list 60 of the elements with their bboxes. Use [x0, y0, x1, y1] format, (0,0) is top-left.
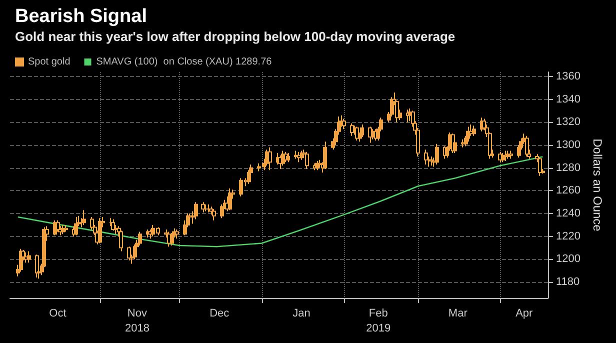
candlestick	[239, 178, 243, 197]
candlestick	[297, 151, 301, 163]
y-tick-label: 1320	[556, 116, 580, 128]
candlestick	[207, 204, 211, 213]
candlestick	[268, 146, 272, 171]
chart-title: Bearish Signal	[15, 6, 147, 27]
candlestick	[111, 218, 115, 232]
candlestick	[278, 154, 282, 170]
candlestick	[201, 202, 205, 213]
y-tick-label: 1220	[556, 230, 580, 242]
candlestick	[461, 138, 465, 148]
candlestick	[212, 208, 216, 221]
candlestick	[525, 135, 529, 157]
y-axis-title: Dollars an Ounce	[590, 138, 604, 232]
line-series	[17, 156, 544, 248]
x-tick-label: Nov 2018	[124, 308, 150, 334]
x-tick-label: Dec	[210, 308, 230, 320]
candlestick	[472, 125, 476, 136]
candlestick	[294, 150, 298, 160]
candlestick	[138, 231, 142, 246]
candlestick	[281, 150, 285, 166]
candlestick	[109, 218, 113, 227]
y-tick-label: 1360	[556, 70, 580, 83]
candlestick	[148, 229, 152, 240]
candlestick	[501, 152, 505, 163]
candlestick	[27, 250, 31, 264]
legend-label: SMAVG (100) on Close (XAU) 1289.76	[96, 56, 272, 68]
x-tick-label: Oct	[49, 308, 66, 320]
candlestick	[435, 143, 439, 165]
candlestick	[466, 126, 470, 142]
candlestick	[368, 126, 372, 144]
chart-subtitle: Gold near this year's low after dropping below 100-day moving average	[15, 29, 456, 44]
y-tick-label: 1340	[556, 93, 580, 106]
x-tick-label: Apr	[516, 308, 534, 320]
legend-label: Spot gold	[28, 56, 70, 68]
candlestick	[64, 224, 68, 232]
y-tick-label: 1300	[556, 139, 580, 152]
candlestick	[133, 244, 137, 260]
candlestick	[538, 157, 542, 176]
candlestick	[127, 246, 131, 261]
candlestick	[315, 160, 319, 171]
x-tick-label: Jan	[292, 308, 310, 320]
candlestick	[506, 150, 510, 160]
candlestick	[74, 216, 78, 236]
y-tick-label: 1240	[556, 208, 580, 220]
y-tick-label: 1260	[556, 184, 580, 197]
candlestick	[194, 202, 198, 220]
x-tick-label: Mar	[448, 308, 468, 320]
candlestick	[170, 232, 174, 246]
candlestick	[175, 229, 179, 240]
candlestick	[119, 230, 123, 252]
candlestick	[286, 152, 290, 163]
candlestick	[498, 151, 502, 163]
candlestick	[509, 150, 513, 160]
y-tick-label: 1280	[556, 162, 580, 174]
candlestick	[350, 122, 354, 136]
y-tick-label: 1180	[556, 276, 580, 288]
y-tick-label: 1200	[556, 253, 580, 266]
candlestick	[228, 188, 232, 211]
x-tick-label: Feb 2019	[366, 308, 391, 334]
